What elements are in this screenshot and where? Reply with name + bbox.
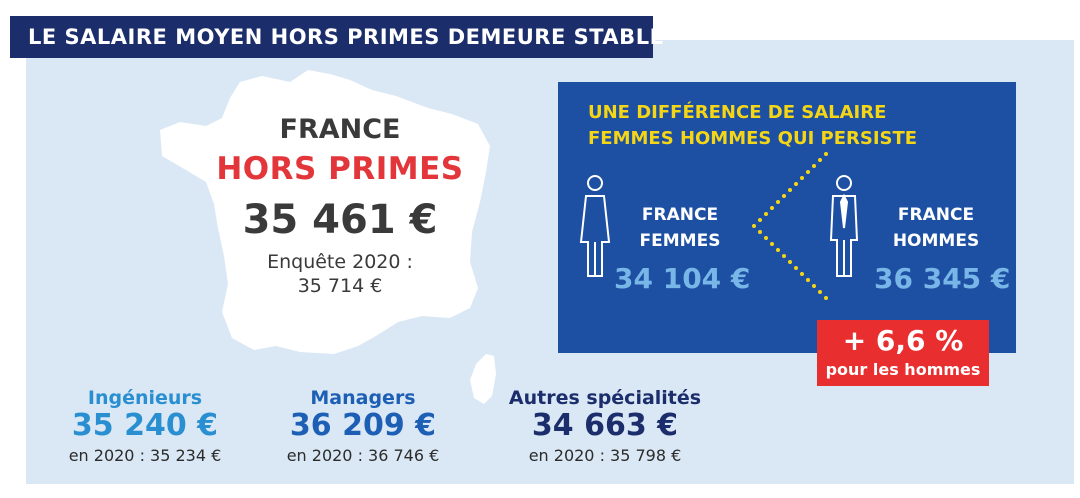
gender-icons-layer [579,152,859,300]
men-label-line2: HOMMES [892,231,980,251]
category-managers: Managers 36 209 € en 2020 : 36 746 € [258,386,468,468]
gender-gap-title-line1: UNE DIFFÉRENCE DE SALAIRE [588,102,887,123]
men-label-line1: FRANCE [897,205,975,225]
france-summary: FRANCE HORS PRIMES 35 461 € Enquête 2020… [205,112,475,298]
difference-label: pour les hommes [825,360,981,379]
difference-badge: + 6,6 % pour les hommes [817,320,989,386]
category-salary: 36 209 € [289,408,437,443]
category-name: Autres spécialités [508,387,702,409]
category-salary: 34 663 € [531,408,679,443]
gender-gap-title: UNE DIFFÉRENCE DE SALAIRE FEMMES HOMMES … [588,100,917,152]
men-label: FRANCE HOMMES [884,202,988,254]
category-previous: en 2020 : 35 798 € [528,446,682,465]
dotted-connector [752,152,828,300]
category-previous: en 2020 : 36 746 € [286,446,440,465]
man-icon [829,175,859,277]
survey-2020-value: 35 714 € [297,275,383,297]
gender-gap-title-line2: FEMMES HOMMES QUI PERSISTE [588,128,918,149]
men-salary: 36 345 € [874,262,1011,295]
hors-primes-label: HORS PRIMES [216,151,464,187]
gender-gap-box: UNE DIFFÉRENCE DE SALAIRE FEMMES HOMMES … [558,82,1016,353]
category-autres-specialites: Autres spécialités 34 663 € en 2020 : 35… [490,386,720,468]
women-label: FRANCE FEMMES [628,202,732,254]
category-salary: 35 240 € [71,408,219,443]
france-average-salary: 35 461 € [242,197,438,243]
category-ingenieurs: Ingénieurs 35 240 € en 2020 : 35 234 € [40,386,250,468]
france-label: FRANCE [279,114,401,145]
category-name: Ingénieurs [87,387,203,409]
difference-value: + 6,6 % [842,324,964,357]
women-label-line2: FEMMES [639,231,721,251]
page-title: LE SALAIRE MOYEN HORS PRIMES DEMEURE STA… [10,16,664,58]
woman-icon [579,175,611,277]
women-salary: 34 104 € [614,262,751,295]
women-label-line1: FRANCE [641,205,719,225]
survey-2020-label: Enquête 2020 : [267,251,413,273]
category-previous: en 2020 : 35 234 € [68,446,222,465]
category-name: Managers [310,387,416,409]
